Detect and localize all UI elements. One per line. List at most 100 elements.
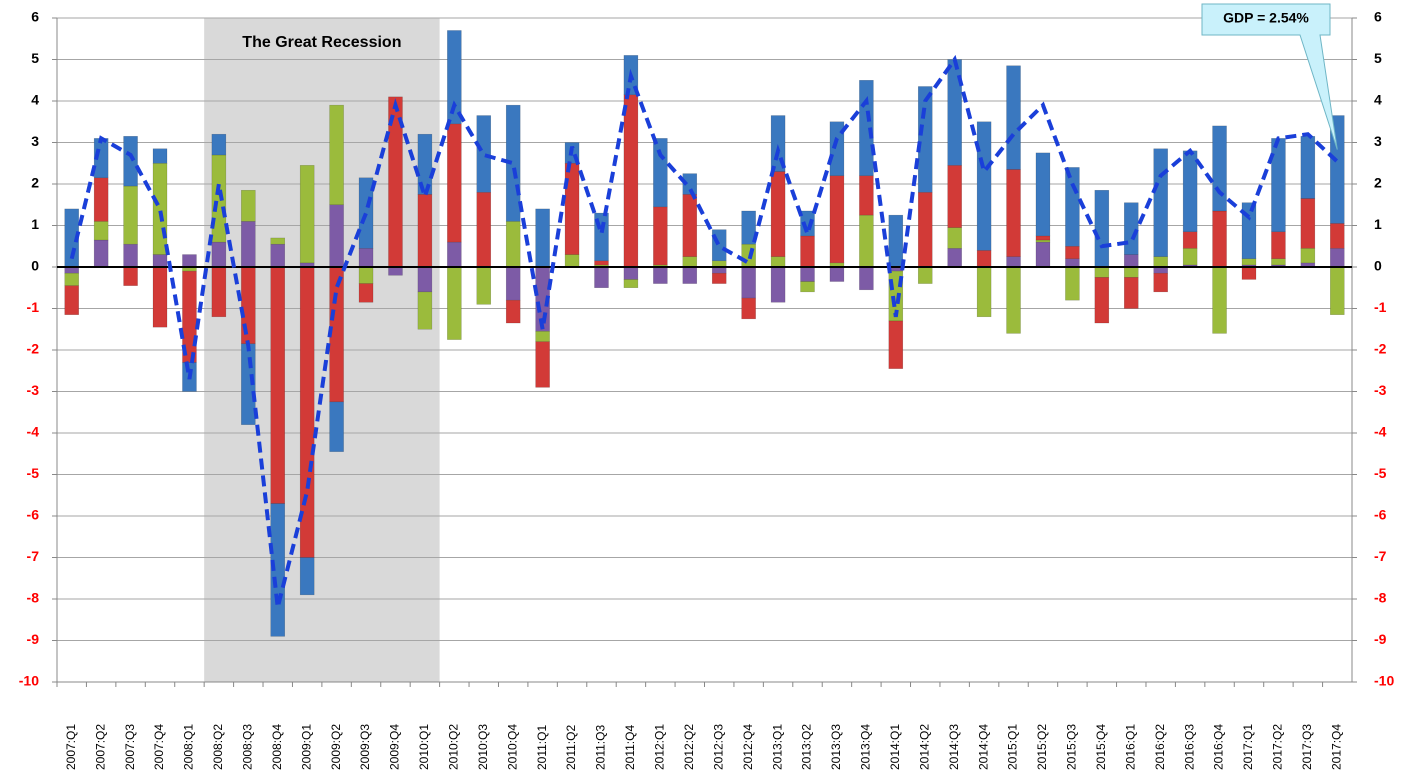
x-tick-label: 2013:Q4	[859, 724, 873, 770]
bar-segment	[711, 272, 727, 284]
x-tick-label: 2013:Q3	[829, 724, 843, 770]
bar-segment	[1065, 167, 1080, 247]
y2-tick-label: 6	[1374, 9, 1382, 25]
x-tick-label: 2017:Q4	[1329, 724, 1343, 770]
x-tick-label: 2012:Q3	[711, 724, 725, 770]
y-tick-label: -2	[27, 341, 40, 357]
bar-segment	[1212, 125, 1227, 212]
bar-segment	[299, 165, 315, 264]
bar-segment	[1094, 277, 1110, 324]
bar-segment	[535, 208, 550, 268]
bar-segment	[682, 173, 698, 195]
bar-segment	[1153, 272, 1168, 293]
x-tick-label: 2010:Q1	[417, 724, 431, 770]
bar-segment	[770, 171, 786, 257]
bar-segment	[1124, 202, 1139, 255]
bar-segment	[917, 86, 933, 193]
bar-segment	[1035, 239, 1051, 243]
bar-segment	[888, 214, 904, 268]
bar-segment	[123, 185, 138, 245]
bar-segment	[741, 297, 756, 320]
y2-tick-label: -1	[1374, 299, 1387, 315]
bar-segment	[1035, 152, 1051, 237]
bar-segment	[623, 94, 639, 268]
gdp-line	[69, 54, 1339, 608]
bar-segment	[535, 331, 550, 342]
bar-segment	[1271, 258, 1286, 266]
bar-segment	[1300, 248, 1316, 264]
bar-segment	[1241, 258, 1257, 266]
bar-segment	[329, 401, 344, 452]
bar-segment	[859, 175, 874, 216]
bar-segment	[564, 163, 580, 255]
bar-segment	[564, 254, 580, 268]
bar-segment	[152, 163, 168, 255]
x-tick-label: 2016:Q3	[1182, 724, 1196, 770]
x-tick-label: 2009:Q1	[299, 724, 313, 770]
x-tick-label: 2010:Q2	[447, 724, 461, 770]
bar-segment	[1065, 266, 1080, 301]
callout-text: GDP = 2.54%	[1223, 10, 1309, 26]
bar-segment	[1300, 136, 1316, 199]
bar-segment	[1153, 256, 1168, 268]
x-tick-label: 2012:Q2	[682, 724, 696, 770]
y-tick-label: 1	[31, 216, 39, 232]
bar-segment	[358, 266, 374, 284]
bar-segment	[976, 250, 992, 268]
y2-tick-label: 3	[1374, 133, 1382, 149]
bar-segment	[594, 266, 609, 288]
bar-segment	[417, 291, 433, 330]
bar-segment	[800, 266, 815, 282]
y-tick-label: -3	[27, 382, 40, 398]
bar-segment	[152, 148, 168, 164]
y-tick-label: -4	[27, 424, 40, 440]
bar-segment	[800, 235, 815, 268]
x-tick-label: 2015:Q1	[1006, 724, 1020, 770]
x-tick-label: 2017:Q1	[1241, 724, 1255, 770]
x-tick-label: 2016:Q1	[1123, 724, 1137, 770]
bar-segment	[476, 192, 492, 268]
bar-segment	[182, 254, 197, 268]
bar-segment	[1124, 277, 1139, 309]
bar-segment	[447, 266, 462, 340]
bar-segment	[417, 266, 433, 293]
x-tick-label: 2016:Q4	[1212, 724, 1226, 770]
x-tick-label: 2008:Q2	[211, 724, 225, 770]
bar-segment	[1006, 266, 1021, 334]
bar-segment	[270, 237, 285, 245]
x-tick-label: 2014:Q1	[888, 724, 902, 770]
bar-segment	[476, 266, 492, 305]
bar-segment	[682, 266, 698, 284]
y2-tick-label: 2	[1374, 175, 1382, 191]
bar-segment	[505, 299, 521, 324]
y-tick-label: -1	[27, 299, 40, 315]
x-tick-label: 2015:Q2	[1035, 724, 1049, 770]
bar-segment	[1182, 248, 1198, 266]
x-tick-label: 2011:Q4	[623, 725, 637, 770]
bar-segment	[64, 285, 79, 315]
bar-segment	[64, 272, 79, 286]
bar-segment	[947, 165, 962, 228]
bar-segment	[1330, 223, 1345, 249]
bar-segment	[1330, 266, 1345, 315]
bar-segment	[447, 30, 462, 125]
x-tick-label: 2017:Q2	[1271, 724, 1285, 770]
x-tick-label: 2013:Q1	[770, 724, 784, 770]
bar-segment	[299, 557, 315, 596]
bar-segment	[476, 115, 492, 193]
x-tick-label: 2011:Q2	[564, 725, 578, 770]
y2-tick-label: -4	[1374, 424, 1387, 440]
bar-segment	[1241, 266, 1257, 280]
x-tick-label: 2017:Q3	[1300, 724, 1314, 770]
bar-segment	[1035, 235, 1051, 241]
x-tick-label: 2008:Q4	[270, 724, 284, 770]
x-tick-label: 2012:Q4	[741, 724, 755, 770]
y-tick-label: 2	[31, 175, 39, 191]
x-tick-label: 2008:Q3	[240, 724, 254, 770]
x-tick-label: 2008:Q1	[182, 724, 196, 770]
y2-tick-label: -5	[1374, 465, 1387, 481]
y2-tick-label: 1	[1374, 216, 1382, 232]
bar-segment	[1212, 210, 1227, 268]
y-tick-label: 0	[31, 258, 39, 274]
